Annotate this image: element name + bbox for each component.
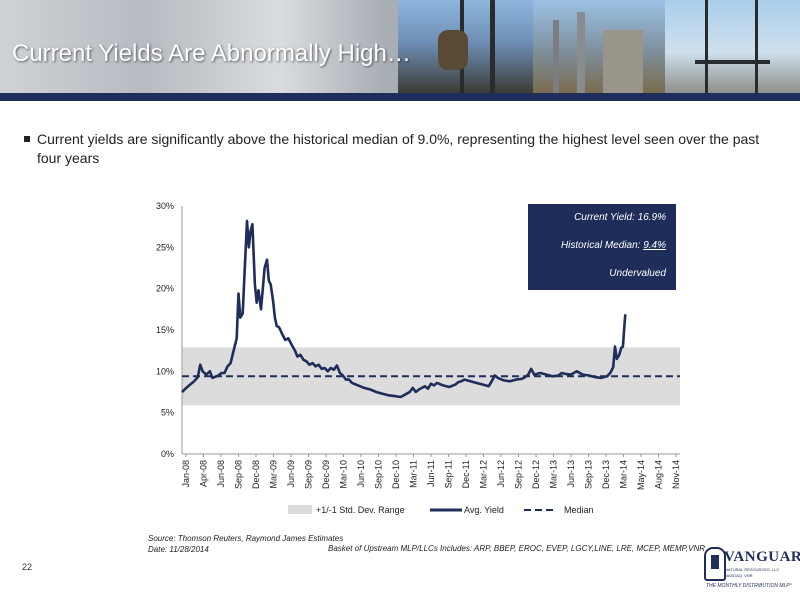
header-accent-bar [0, 93, 800, 101]
logo-mark-icon [704, 547, 726, 581]
x-tick-label: Dec-09 [321, 460, 331, 489]
y-tick-label: 10% [156, 366, 174, 376]
x-tick-label: Mar-14 [619, 460, 629, 489]
annotation-box [528, 204, 676, 290]
vanguard-logo: VANGUARD NATURAL RESOURCES, LLC NASDAQ: … [700, 543, 800, 593]
x-tick-label: Mar-10 [339, 460, 349, 489]
x-tick-label: Dec-13 [601, 460, 611, 489]
source-line: Source: Thomson Reuters, Raymond James E… [148, 534, 344, 543]
x-tick-label: Mar-13 [549, 460, 559, 489]
annotation-line: Undervalued [609, 268, 666, 279]
page-title: Current Yields Are Abnormally High… [12, 40, 411, 67]
x-tick-label: Jun-08 [216, 460, 226, 488]
y-tick-label: 5% [161, 408, 174, 418]
y-tick-label: 30% [156, 201, 174, 211]
x-tick-label: Jun-09 [286, 460, 296, 488]
x-tick-label: Dec-12 [531, 460, 541, 489]
x-tick-label: Sep-08 [234, 460, 244, 489]
x-tick-label: May-14 [636, 460, 646, 490]
date-line: Date: 11/28/2014 [148, 545, 209, 554]
source-note: Source: Thomson Reuters, Raymond James E… [148, 533, 343, 555]
header-photo-plant [533, 0, 665, 94]
x-tick-label: Mar-11 [409, 460, 419, 488]
avg-yield-line [181, 219, 627, 399]
x-tick-label: Jun-13 [566, 460, 576, 488]
x-tick-label: Dec-11 [461, 460, 471, 488]
x-tick-label: Sep-11 [444, 460, 454, 488]
page-number: 22 [22, 562, 33, 572]
header-photo-rig [665, 0, 800, 94]
y-tick-label: 20% [156, 284, 174, 294]
x-tick-label: Mar-09 [269, 460, 279, 489]
annotation-line: Historical Median: 9.4% [561, 240, 666, 251]
x-tick-label: Jun-11 [426, 460, 436, 487]
x-tick-label: Jun-12 [496, 460, 506, 488]
logo-tagline: THE MONTHLY DISTRIBUTION MLP° [706, 583, 792, 589]
y-tick-label: 25% [156, 242, 174, 252]
logo-name: VANGUARD [724, 549, 800, 565]
x-tick-label: Sep-10 [374, 460, 384, 489]
x-tick-label: Aug-14 [654, 460, 664, 489]
logo-subtitle: NATURAL RESOURCES, LLC [725, 567, 780, 572]
x-tick-label: Jan-08 [181, 460, 191, 488]
plot-area: 0% 5% 10% 15% 20% 25% 30% Jan-08 Apr-08 Jun-08 Sep… [156, 201, 681, 515]
annotation-line: Current Yield: 16.9% [574, 212, 666, 223]
annotation-label: Current Yield: [574, 212, 638, 223]
y-tick-label: 15% [156, 325, 174, 335]
logo-ticker: NASDAQ: VNR [725, 573, 753, 578]
x-tick-label: Dec-10 [391, 460, 401, 489]
bullet-text: Current yields are significantly above t… [37, 131, 760, 166]
x-tick-label: Sep-13 [584, 460, 594, 489]
legend-label-band: +1/-1 Std. Dev. Range [316, 505, 405, 515]
annotation-value: 16.9% [638, 212, 666, 223]
basket-note: Basket of Upstream MLP/LLCs Includes: AR… [328, 544, 706, 553]
legend-swatch-band [288, 505, 312, 514]
header-photo-worker [398, 0, 533, 94]
annotation-label: Historical Median: [561, 240, 643, 251]
x-tick-label: Jun-10 [356, 460, 366, 488]
x-tick-label: Sep-12 [514, 460, 524, 489]
x-tick-label: Mar-12 [479, 460, 489, 489]
legend-label-yield: Avg. Yield [464, 505, 504, 515]
x-tick-label: Sep-09 [304, 460, 314, 489]
bullet-square-icon [24, 136, 30, 142]
annotation-value: 9.4% [643, 240, 666, 251]
x-tick-label: Apr-08 [199, 460, 209, 487]
y-tick-label: 0% [161, 449, 174, 459]
header: Current Yields Are Abnormally High… [0, 0, 800, 101]
yield-chart: 0% 5% 10% 15% 20% 25% 30% Jan-08 Apr-08 Jun-08 Sep… [156, 201, 681, 515]
x-tick-label: Nov-14 [671, 460, 681, 489]
x-tick-label: Dec-08 [251, 460, 261, 489]
annotation-value: Undervalued [609, 268, 666, 279]
legend-label-median: Median [564, 505, 594, 515]
